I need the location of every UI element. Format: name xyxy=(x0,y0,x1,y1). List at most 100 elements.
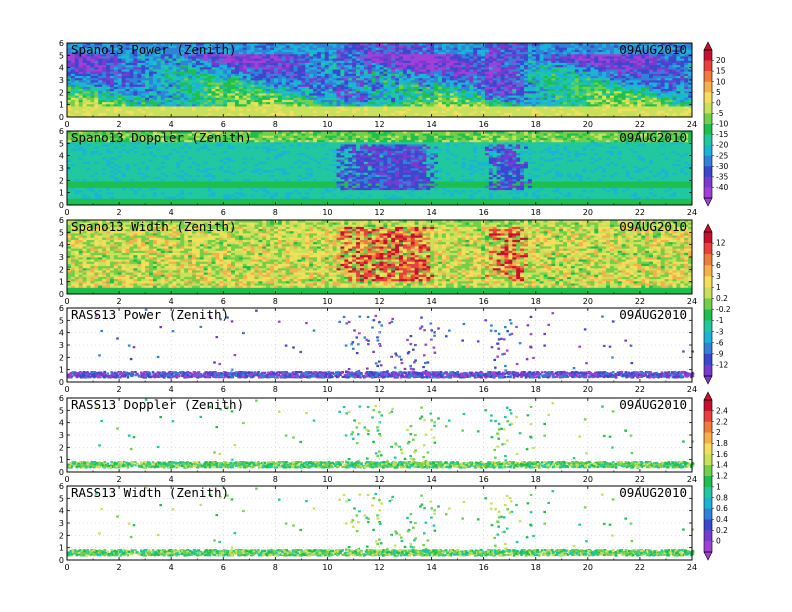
heat-cell xyxy=(543,60,548,63)
heat-cell xyxy=(582,47,587,50)
heat-cell xyxy=(547,84,552,87)
heat-cell xyxy=(336,58,341,61)
heat-cell xyxy=(238,95,244,98)
heat-cell xyxy=(301,56,306,59)
heat-cell xyxy=(442,71,447,74)
heat-cell xyxy=(484,77,490,81)
heat-cell xyxy=(188,49,193,53)
heat-cell xyxy=(426,53,431,57)
heat-cell xyxy=(336,56,341,59)
heat-cell xyxy=(141,80,146,83)
heat-cell xyxy=(539,86,544,90)
heat-cell xyxy=(621,73,626,76)
heat-cell xyxy=(117,97,123,100)
heat-cell xyxy=(535,62,541,66)
heat-cell xyxy=(86,62,91,66)
heat-cell xyxy=(414,112,419,116)
heat-cell xyxy=(313,84,318,87)
heat-cell xyxy=(160,80,166,83)
heat-cell xyxy=(67,62,72,66)
heat-cell xyxy=(570,97,576,100)
heat-cell xyxy=(484,80,490,83)
heat-cell xyxy=(582,75,587,79)
heat-cell xyxy=(344,82,349,85)
heat-cell xyxy=(102,84,107,87)
heat-cell xyxy=(336,97,341,100)
heat-cell xyxy=(176,101,181,105)
heat-cell xyxy=(457,90,462,94)
heat-cell xyxy=(270,108,275,111)
heat-cell xyxy=(559,86,564,90)
heat-cell xyxy=(188,60,193,63)
heat-cell xyxy=(109,77,115,81)
heat-cell xyxy=(266,66,271,70)
heat-cell xyxy=(336,106,341,109)
heat-cell xyxy=(281,95,287,98)
heat-cell xyxy=(223,93,228,96)
heat-cell xyxy=(524,108,529,111)
heat-cell xyxy=(399,66,404,70)
heat-cell xyxy=(613,73,619,76)
heat-cell xyxy=(219,84,224,87)
heat-cell xyxy=(508,101,513,105)
heat-cell xyxy=(219,86,224,90)
heat-cell xyxy=(74,77,80,81)
heat-cell xyxy=(383,62,388,66)
heat-cell xyxy=(336,93,341,96)
heat-cell xyxy=(277,99,283,103)
heat-cell xyxy=(422,82,427,85)
heat-cell xyxy=(484,62,490,66)
heat-cell xyxy=(621,110,626,113)
heat-cell xyxy=(367,75,373,79)
heat-cell xyxy=(426,97,431,100)
heat-cell xyxy=(184,60,189,63)
heat-cell xyxy=(508,49,513,53)
heat-cell xyxy=(461,58,466,61)
heat-cell xyxy=(336,86,341,90)
heat-cell xyxy=(613,43,619,46)
heat-cell xyxy=(570,90,576,94)
heat-cell xyxy=(113,45,119,48)
heat-cell xyxy=(488,73,494,76)
heat-cell xyxy=(422,103,427,107)
heat-cell xyxy=(512,53,517,57)
heat-cell xyxy=(215,112,220,116)
heat-cell xyxy=(274,64,279,68)
heat-cell xyxy=(211,75,216,79)
heat-cell xyxy=(301,106,306,109)
heat-cell xyxy=(414,88,419,92)
heat-cell xyxy=(274,103,279,107)
heat-cell xyxy=(504,108,509,111)
heat-cell xyxy=(488,101,494,105)
heat-cell xyxy=(90,77,95,81)
heat-cell xyxy=(336,110,341,113)
heat-cell xyxy=(70,86,76,90)
heat-cell xyxy=(527,90,533,94)
heat-cell xyxy=(277,108,283,111)
heat-cell xyxy=(539,69,544,72)
heat-cell xyxy=(492,58,498,61)
heat-cell xyxy=(141,73,146,76)
heat-cell xyxy=(457,77,462,81)
heat-cell xyxy=(469,95,474,98)
heat-cell xyxy=(207,60,212,63)
heat-cell xyxy=(527,101,533,105)
heat-cell xyxy=(488,49,494,53)
heat-cell xyxy=(137,88,142,92)
heat-cell xyxy=(629,82,634,85)
heat-cell xyxy=(188,47,193,50)
heat-cell xyxy=(422,64,427,68)
heat-cell xyxy=(113,73,119,76)
heat-cell xyxy=(285,110,291,113)
heat-cell xyxy=(512,77,517,81)
heat-cell xyxy=(145,80,150,83)
heat-cell xyxy=(309,112,314,116)
heat-cell xyxy=(375,97,380,100)
heat-cell xyxy=(402,86,408,90)
heat-cell xyxy=(348,62,353,66)
heat-cell xyxy=(543,112,548,116)
heat-cell xyxy=(359,49,365,53)
heat-cell xyxy=(555,103,560,107)
heat-cell xyxy=(305,45,310,48)
